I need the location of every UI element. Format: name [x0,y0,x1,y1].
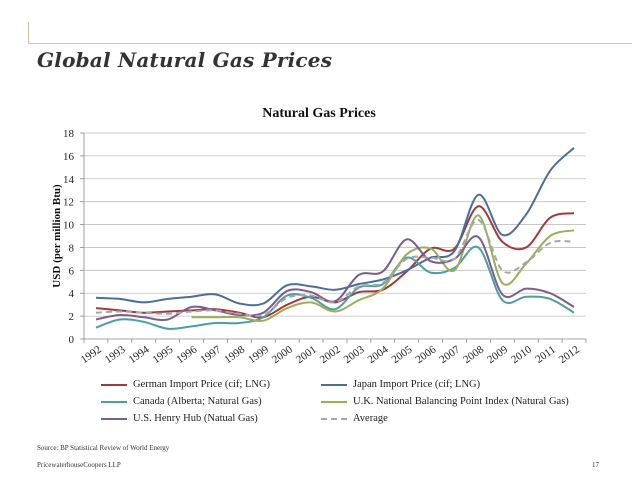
chart-title: Natural Gas Prices [262,106,376,121]
legend-swatch [321,400,347,403]
series-line-japan-import-price-cif-lng [95,147,575,307]
series-line-u-s-henry-hub-natual-gas [95,235,575,322]
legend-swatch [321,383,347,386]
legend-item-japan-import-price-cif-lng: Japan Import Price (cif; LNG) [321,379,480,390]
legend-label: Average [353,413,388,424]
y-tick-label: 8 [69,242,75,254]
legend-item-canada-alberta-natural-gas: Canada (Alberta; Natural Gas) [101,396,262,407]
legend-label: Canada (Alberta; Natural Gas) [133,396,262,407]
series-lines [95,147,575,330]
x-tick-label: 1994 [127,343,152,366]
x-tick-label: 1992 [79,344,104,366]
source-note: Source: BP Statistical Review of World E… [37,444,170,452]
legend-item-german-import-price-cif-lng: German Import Price (cif; LNG) [101,379,270,390]
y-tick-label: 18 [63,128,75,140]
series-line-average [95,219,575,318]
x-tick-label: 1997 [198,343,223,366]
x-tick-label: 2010 [509,343,534,366]
y-tick-label: 0 [69,334,75,346]
y-tick-label: 12 [63,197,74,209]
x-tick-label: 2007 [437,343,462,366]
x-tick-label: 2003 [342,343,367,366]
x-tick-label: 2009 [485,343,510,366]
legend-swatch [321,417,347,420]
x-tick-label: 2006 [413,343,438,366]
x-tick-label: 2001 [294,344,319,366]
series-line-canada-alberta-natural-gas [95,245,575,330]
left-decoration-line [28,22,29,44]
x-tick-label: 2005 [390,343,415,366]
legend-label: U.S. Henry Hub (Natual Gas) [133,413,258,424]
y-tick-label: 10 [63,220,75,232]
y-tick-label: 14 [63,174,75,186]
x-tick-label: 2008 [461,343,486,366]
y-tick-label: 4 [69,288,75,300]
legend-label: U.K. National Balancing Point Index (Nat… [353,396,569,407]
y-tick-label: 2 [69,311,75,323]
legend-item-average: Average [321,413,388,424]
x-tick-label: 1999 [246,343,271,366]
legend-swatch [101,383,127,386]
x-tick-label: 1996 [174,343,199,366]
x-tick-label: 2012 [557,344,582,366]
top-decoration-line [28,43,632,44]
x-tick-label: 1998 [222,343,247,366]
legend-swatch [101,400,127,403]
legend-item-u-s-henry-hub-natual-gas: U.S. Henry Hub (Natual Gas) [101,413,258,424]
series-line-u-k-national-balancing-point-index-natural-gas [191,214,575,323]
gridlines [84,132,586,317]
footer-company: PricewaterhouseCoopers LLP [37,461,121,469]
y-axis-label: USD (per million Btu) [51,184,63,288]
x-tick-label: 1995 [150,343,175,366]
page-number: 17 [592,461,599,469]
legend-label: Japan Import Price (cif; LNG) [353,379,481,390]
legend-swatch [101,417,127,420]
x-tick-label: 1993 [103,343,128,366]
x-tick-label: 2011 [533,344,558,366]
slide-title: Global Natural Gas Prices [37,48,333,72]
y-tick-label: 6 [69,265,75,277]
series-line-german-import-price-cif-lng [95,205,575,319]
y-tick-label: 16 [63,151,75,163]
x-tick-label: 2000 [270,343,295,366]
x-tick-label: 2004 [366,343,391,366]
legend-label: German Import Price (cif; LNG) [133,379,271,390]
x-tick-label: 2002 [318,344,343,366]
legend-item-u-k-national-balancing-point-index-natural-gas: U.K. National Balancing Point Index (Nat… [321,396,569,407]
